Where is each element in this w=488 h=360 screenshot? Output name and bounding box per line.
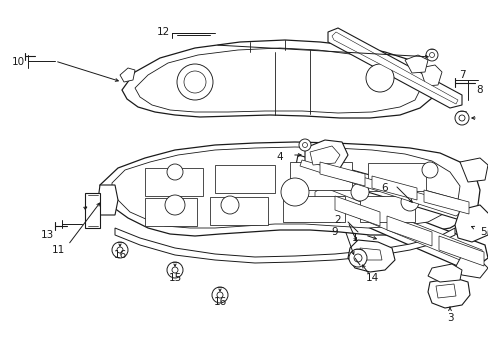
Circle shape — [421, 162, 437, 178]
Circle shape — [365, 64, 393, 92]
Polygon shape — [112, 147, 459, 228]
Text: 16: 16 — [213, 297, 226, 307]
Text: 13: 13 — [41, 230, 54, 240]
Polygon shape — [423, 190, 468, 214]
Text: 1: 1 — [351, 233, 358, 243]
Circle shape — [353, 254, 361, 262]
Polygon shape — [215, 165, 274, 193]
Polygon shape — [359, 248, 381, 260]
Polygon shape — [331, 32, 457, 104]
Circle shape — [112, 242, 128, 258]
Polygon shape — [327, 28, 461, 108]
Circle shape — [454, 111, 468, 125]
Text: 9: 9 — [331, 227, 338, 237]
Polygon shape — [307, 182, 487, 268]
Polygon shape — [454, 255, 487, 278]
Text: 3: 3 — [446, 313, 452, 323]
Circle shape — [221, 196, 239, 214]
Polygon shape — [305, 140, 347, 170]
Polygon shape — [98, 185, 118, 215]
Polygon shape — [454, 205, 488, 242]
Circle shape — [281, 178, 308, 206]
Circle shape — [117, 247, 123, 253]
Polygon shape — [135, 48, 419, 113]
Polygon shape — [100, 142, 479, 236]
Text: 14: 14 — [365, 273, 378, 283]
Circle shape — [425, 49, 437, 61]
Circle shape — [167, 262, 183, 278]
Circle shape — [183, 71, 205, 93]
Circle shape — [428, 53, 434, 58]
Circle shape — [172, 267, 178, 273]
Circle shape — [298, 139, 310, 151]
Polygon shape — [115, 228, 454, 263]
Text: 12: 12 — [156, 27, 169, 37]
Polygon shape — [367, 163, 425, 191]
Circle shape — [167, 164, 183, 180]
Polygon shape — [427, 278, 469, 308]
Polygon shape — [299, 160, 461, 216]
Text: 7: 7 — [458, 70, 465, 80]
Polygon shape — [419, 65, 441, 86]
Text: 2: 2 — [334, 215, 341, 225]
Polygon shape — [438, 236, 483, 266]
Circle shape — [217, 292, 223, 298]
Text: 8: 8 — [476, 85, 482, 95]
Circle shape — [164, 195, 184, 215]
Polygon shape — [435, 284, 455, 298]
Polygon shape — [386, 216, 431, 246]
Circle shape — [400, 193, 418, 211]
Circle shape — [212, 287, 227, 303]
Polygon shape — [404, 55, 427, 73]
Polygon shape — [347, 240, 394, 272]
Polygon shape — [145, 198, 197, 226]
Polygon shape — [85, 193, 100, 228]
Polygon shape — [289, 162, 351, 190]
Polygon shape — [145, 168, 203, 196]
Polygon shape — [371, 176, 416, 200]
Text: 4: 4 — [276, 152, 283, 162]
Text: 16: 16 — [113, 250, 126, 260]
Polygon shape — [319, 162, 364, 186]
Circle shape — [302, 143, 307, 148]
Text: 5: 5 — [479, 227, 486, 237]
Polygon shape — [314, 187, 483, 265]
Text: 10: 10 — [11, 57, 24, 67]
Circle shape — [177, 64, 213, 100]
Polygon shape — [309, 146, 339, 165]
Polygon shape — [459, 158, 487, 182]
Polygon shape — [359, 196, 414, 222]
Polygon shape — [427, 264, 461, 282]
Polygon shape — [122, 40, 437, 118]
Text: 6: 6 — [381, 183, 387, 193]
Circle shape — [350, 183, 368, 201]
Polygon shape — [294, 155, 467, 220]
Polygon shape — [283, 196, 345, 222]
Circle shape — [348, 249, 366, 267]
Polygon shape — [334, 196, 379, 226]
Circle shape — [458, 115, 464, 121]
Polygon shape — [120, 68, 135, 82]
Polygon shape — [209, 197, 267, 225]
Text: 11: 11 — [51, 245, 64, 255]
Text: 15: 15 — [168, 273, 181, 283]
